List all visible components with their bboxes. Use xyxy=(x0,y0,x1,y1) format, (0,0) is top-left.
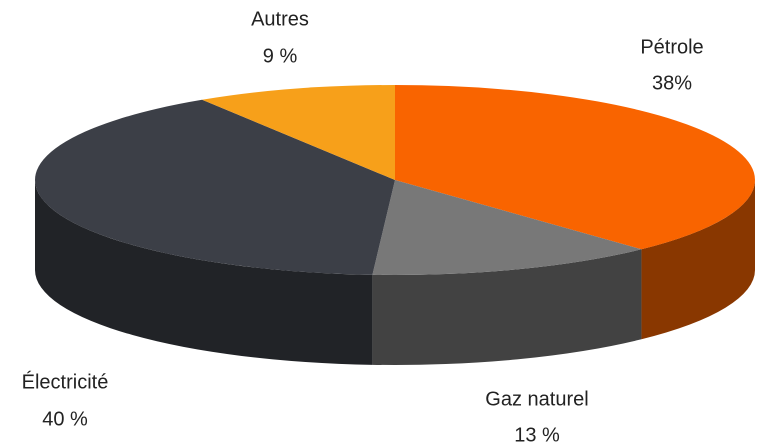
slice-value-label: 40 % xyxy=(42,408,88,430)
slice xyxy=(34,99,395,275)
slice xyxy=(202,85,395,180)
slice-value-label: 13 % xyxy=(514,424,560,446)
slice-label: Électricité xyxy=(22,370,109,393)
slice xyxy=(395,85,756,250)
slice-label: Autres xyxy=(251,8,309,30)
slice-value-label: 9 % xyxy=(263,45,298,67)
slice-label: Gaz naturel xyxy=(485,388,588,410)
slice-label: Pétrole xyxy=(640,36,703,58)
slice-side xyxy=(641,180,755,340)
slice-side xyxy=(35,180,373,365)
slice-side xyxy=(372,249,642,365)
slice xyxy=(372,180,642,275)
slice-value-label: 38% xyxy=(652,72,692,94)
